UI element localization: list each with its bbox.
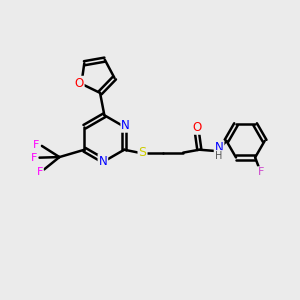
Text: S: S <box>139 146 146 159</box>
Text: N: N <box>215 141 224 154</box>
Text: O: O <box>192 121 202 134</box>
Text: F: F <box>258 167 264 177</box>
Text: O: O <box>74 77 84 90</box>
Text: N: N <box>121 119 130 132</box>
Text: H: H <box>215 151 223 161</box>
Text: N: N <box>98 155 107 168</box>
Text: F: F <box>31 153 37 163</box>
Text: F: F <box>33 140 40 150</box>
Text: F: F <box>37 167 43 177</box>
